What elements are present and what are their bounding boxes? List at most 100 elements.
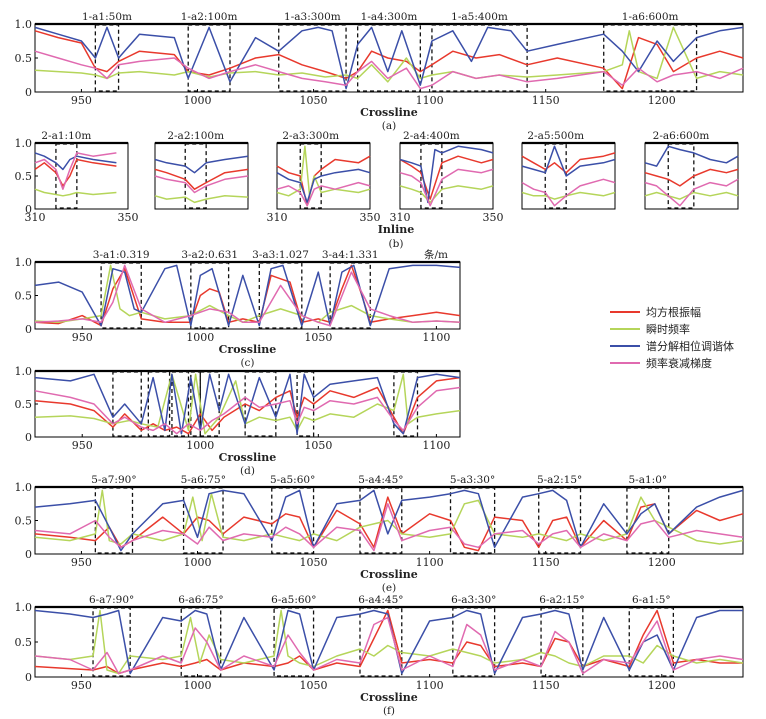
series-line-spec	[399, 145, 494, 204]
legend-item-spec: 谱分解相位调谐体	[610, 339, 734, 353]
target-zone-box	[112, 371, 142, 437]
x-tick-label: 1100	[416, 679, 444, 692]
chart-panel-b1: 2-a1:10m 0 0.5 1.0 310 350	[15, 130, 139, 224]
series-line-grad	[644, 178, 739, 207]
target-zone-box	[190, 262, 230, 329]
target-zone-box	[359, 487, 403, 554]
chart-panel-f: 6-a7:90° 6-a6:75° 6-a5:60° 6-a4:45° 6-a3:30°…	[15, 594, 744, 717]
target-zone-label: 2-a1:10m	[41, 130, 91, 142]
x-tick-label: 1000	[186, 439, 214, 452]
target-zone-label: 6-a1:5°	[632, 594, 671, 606]
x-tick-label: 1050	[304, 439, 332, 452]
y-tick-label: 0	[25, 323, 32, 336]
y-tick-label: 0.5	[15, 398, 33, 411]
target-zone-box	[628, 607, 675, 677]
series-line-freq	[399, 185, 494, 204]
series-line-rms	[34, 30, 744, 90]
target-zone-box	[278, 24, 347, 92]
target-zone-label: 6-a3:30°	[451, 594, 496, 606]
y-tick-label: 0.5	[15, 515, 33, 528]
y-tick-label: 0	[25, 431, 32, 444]
x-tick-label: 1000	[183, 556, 211, 569]
target-zone-box	[182, 487, 224, 554]
target-zone-label: 6-a2:15°	[539, 594, 584, 606]
legend-label-spec: 谱分解相位调谐体	[646, 339, 734, 353]
target-zone-label: 5-a7:90°	[91, 474, 136, 486]
y-tick-label: 0.5	[15, 636, 33, 649]
x-tick-label: 1100	[416, 94, 444, 107]
target-zone-label: 6-a5:60°	[271, 594, 316, 606]
target-zone-box	[180, 607, 222, 677]
target-zone-box	[626, 487, 670, 554]
target-zone-label: 1-a6:600m	[622, 11, 679, 23]
series-line-rms	[399, 155, 494, 200]
chart-panel-d: 0 0.5 1.0 950 1000 1050 1100 Crossline(d)	[15, 365, 461, 477]
chart-panel-b4: 2-a4:400m 310 350	[390, 130, 504, 224]
target-zone-box	[184, 143, 207, 209]
series-line-grad	[34, 616, 744, 675]
target-zone-box	[171, 371, 190, 437]
axis-title-inline: Inline	[378, 223, 415, 236]
x-tick-label: 950	[72, 439, 93, 452]
target-zone-box	[258, 262, 303, 329]
panel-caption: (c)	[240, 357, 254, 369]
target-zone-box	[603, 24, 698, 92]
x-axis-title: Crossline	[219, 451, 277, 464]
panels-layer: 1-a1:50m 1-a2:100m 1-a3:300m 1-a4:300m 1-a5:…	[15, 11, 744, 717]
target-zone-label: 1-a3:300m	[284, 11, 341, 23]
legend-item-grad: 频率衰减梯度	[610, 356, 712, 370]
target-zone-box	[540, 607, 584, 677]
target-zone-box	[420, 143, 443, 209]
series-line-freq	[34, 489, 744, 545]
series-line-spec	[34, 373, 461, 435]
x-tick-label: 350	[360, 211, 381, 224]
panel-caption: (f)	[383, 705, 395, 717]
x-tick-label: 950	[71, 556, 92, 569]
series-line-rms	[34, 496, 744, 552]
y-tick-label: 0.5	[15, 52, 33, 65]
x-tick-label: 1150	[532, 679, 560, 692]
x-tick-label: 1100	[422, 439, 450, 452]
target-zone-label: 6-a7:90°	[89, 594, 134, 606]
series-line-spec	[34, 609, 743, 675]
series-line-grad	[34, 503, 744, 552]
target-zone-label: 2-a5:500m	[527, 130, 584, 142]
x-tick-label: 1050	[300, 94, 328, 107]
series-line-freq	[154, 195, 249, 204]
y-tick-label: 1.0	[15, 18, 33, 31]
y-tick-label: 0.5	[15, 170, 33, 183]
x-tick-label: 950	[72, 331, 93, 344]
target-zone-label: 1-a1:50m	[82, 11, 132, 23]
y-tick-label: 1.0	[15, 256, 33, 269]
plot-frame-c	[34, 261, 461, 330]
series-line-grad	[154, 175, 249, 194]
series-line-spec	[644, 145, 739, 167]
chart-panel-c: 3-a1:0.319 3-a2:0.631 3-a3:1.027 3-a4:1.331…	[15, 248, 461, 369]
series-line-grad	[521, 178, 616, 207]
target-zone-box	[357, 24, 421, 92]
x-tick-label: 1200	[648, 94, 676, 107]
panel-caption: (a)	[382, 120, 396, 132]
target-zone-label: 5-a6:75°	[181, 474, 226, 486]
series-line-spec	[154, 155, 249, 174]
series-line-grad	[399, 168, 494, 207]
x-tick-label: 1100	[416, 556, 444, 569]
x-axis-title: Crossline	[360, 691, 418, 704]
x-tick-label: 1200	[648, 556, 676, 569]
series-line-freq	[34, 373, 461, 435]
target-zone-label: 1-a4:300m	[361, 11, 418, 23]
y-tick-label: 1.0	[15, 137, 33, 150]
chart-panel-b2: 2-a2:100m	[154, 130, 249, 210]
x-tick-label: 1150	[532, 556, 560, 569]
target-zone-label: 3-a4:1.331	[322, 249, 379, 261]
y-tick-label: 0	[25, 548, 32, 561]
x-tick-label: 1000	[183, 94, 211, 107]
x-tick-label: 1050	[300, 679, 328, 692]
chart-panel-b5: 2-a5:500m	[521, 130, 616, 210]
chart-panel-e: 5-a7:90° 5-a6:75° 5-a5:60° 5-a4:45° 5-a3:30°…	[15, 474, 744, 594]
target-zone-label: 5-a1:0°	[629, 474, 668, 486]
panel-caption: (d)	[240, 465, 255, 477]
legend-label-freq: 瞬时频率	[646, 322, 690, 336]
series-line-freq	[644, 191, 739, 200]
